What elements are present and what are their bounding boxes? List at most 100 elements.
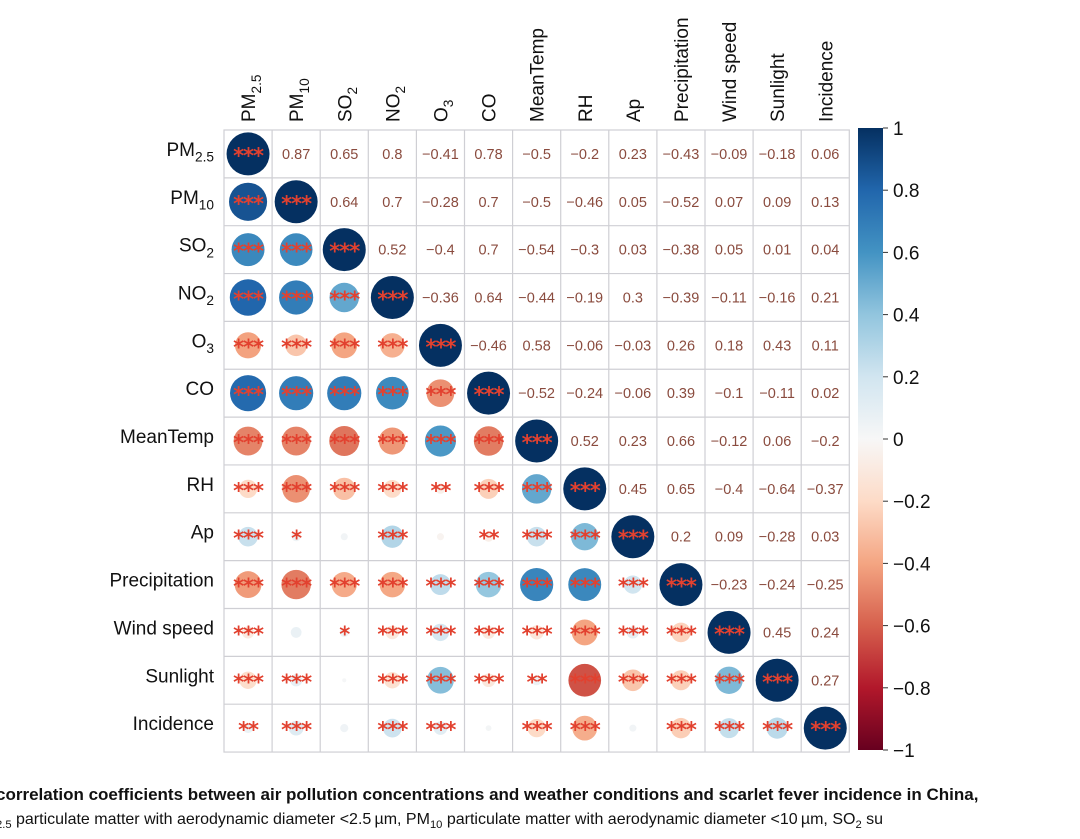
significance-stars: *** [666, 622, 697, 646]
correlation-circle [418, 323, 462, 367]
significance-stars: *** [281, 335, 312, 359]
correlation-circle [281, 426, 311, 456]
correlation-circle [234, 332, 262, 359]
colorbar-tick-label: −0.2 [893, 492, 931, 513]
column-label: PM2.5 [239, 74, 264, 122]
column-label: NO2 [383, 86, 408, 122]
coefficient-label: −0.43 [663, 147, 700, 163]
label-subscript: 2.5 [249, 74, 264, 93]
significance-stars: *** [329, 287, 360, 311]
correlation-circle [803, 706, 847, 750]
label-text: PM [287, 94, 308, 123]
significance-stars: * [339, 622, 350, 646]
coefficient-label: −0.4 [426, 243, 455, 259]
correlation-circle [483, 531, 494, 542]
coefficient-label: 0.06 [811, 147, 839, 163]
significance-stars: *** [377, 575, 408, 599]
correlation-circle [370, 275, 414, 319]
coefficient-label: −0.28 [422, 195, 459, 211]
significance-stars: *** [474, 383, 505, 407]
significance-stars: *** [233, 575, 264, 599]
coefficient-label: 0.45 [619, 482, 647, 498]
significance-stars: *** [329, 575, 360, 599]
coefficient-label: 0.78 [474, 147, 502, 163]
label-text: Ap [191, 523, 214, 544]
coefficient-label: −0.28 [759, 530, 796, 546]
colorbar-tick-label: 1 [893, 119, 904, 140]
correlation-circle [285, 334, 307, 357]
correlation-circle [333, 477, 356, 501]
correlation-circle [231, 233, 265, 267]
correlation-matrix-chart: PM2.5PM2.5PM10PM10SO2SO2NO2NO2O3O3COCOMe… [109, 17, 931, 762]
coefficient-label: 0.65 [667, 482, 695, 498]
correlation-circle [329, 426, 360, 457]
significance-stars: *** [810, 718, 841, 742]
column-label: Sunlight [768, 53, 789, 122]
colorbar-tick-label: 0.8 [893, 181, 919, 202]
label-subscript: 2.5 [195, 150, 214, 165]
significance-stars: *** [233, 240, 264, 264]
colorbar [858, 128, 883, 750]
correlation-circle [279, 280, 314, 315]
row-label: Ap [191, 523, 214, 544]
significance-stars: *** [329, 479, 360, 503]
correlation-circle [424, 425, 457, 457]
correlation-circle [281, 569, 311, 600]
correlation-circle [670, 670, 691, 691]
correlation-circle [571, 619, 598, 646]
correlation-circle [435, 483, 446, 494]
coefficient-label: −0.46 [470, 338, 507, 354]
significance-stars: ** [238, 718, 259, 742]
coefficient-label: −0.36 [422, 290, 459, 306]
significance-stars: *** [281, 287, 312, 311]
coefficient-label: −0.03 [614, 338, 651, 354]
label-text: Precipitation [672, 17, 693, 122]
column-label: O3 [431, 100, 456, 122]
correlation-circle [233, 426, 263, 456]
coefficient-label: −0.11 [759, 386, 795, 402]
label-text: RH [576, 95, 597, 122]
coefficient-label: 0.87 [282, 147, 310, 163]
label-subscript: 2 [393, 86, 408, 94]
row-label: O3 [192, 331, 214, 356]
label-text: Precipitation [109, 571, 214, 592]
label-subscript: 3 [441, 100, 456, 108]
row-label: Wind speed [114, 618, 214, 639]
coefficient-label: −0.3 [570, 243, 599, 259]
coefficient-label: 0.03 [811, 530, 839, 546]
coefficient-label: 0.18 [715, 338, 743, 354]
coefficient-label: −0.37 [807, 482, 844, 498]
correlation-circle [331, 332, 358, 359]
coefficient-label: −0.52 [518, 386, 555, 402]
row-label: NO2 [178, 283, 214, 308]
significance-stars: *** [425, 575, 456, 599]
coefficient-label: −0.11 [711, 290, 747, 306]
correlation-circle [427, 666, 454, 694]
significance-stars: *** [281, 240, 312, 264]
column-label: SO2 [335, 87, 360, 122]
column-label: RH [576, 95, 597, 122]
colorbar-tick-label: 0.6 [893, 243, 919, 264]
correlation-circle [671, 622, 691, 643]
coefficient-label: 0.13 [811, 195, 839, 211]
column-label: Precipitation [672, 17, 693, 122]
label-text: O [431, 107, 452, 122]
significance-stars: *** [377, 479, 408, 503]
colorbar-tick-label: 0.2 [893, 368, 919, 389]
colorbar-tick-label: 0.4 [893, 306, 920, 327]
correlation-circle [426, 379, 455, 408]
correlation-circle [670, 717, 692, 739]
label-text: Wind speed [720, 22, 741, 122]
significance-stars: *** [522, 575, 553, 599]
correlation-circle [243, 723, 254, 734]
correlation-circle [526, 526, 547, 547]
row-label: PM2.5 [166, 140, 214, 165]
correlation-circle [342, 678, 347, 683]
coefficient-label: −0.54 [518, 243, 555, 259]
coefficient-label: 0.64 [330, 195, 358, 211]
row-label: MeanTemp [120, 427, 214, 448]
significance-stars: *** [570, 670, 601, 694]
label-subscript: 10 [199, 197, 215, 212]
correlation-circle [719, 718, 740, 739]
coefficient-label: 0.7 [382, 195, 402, 211]
